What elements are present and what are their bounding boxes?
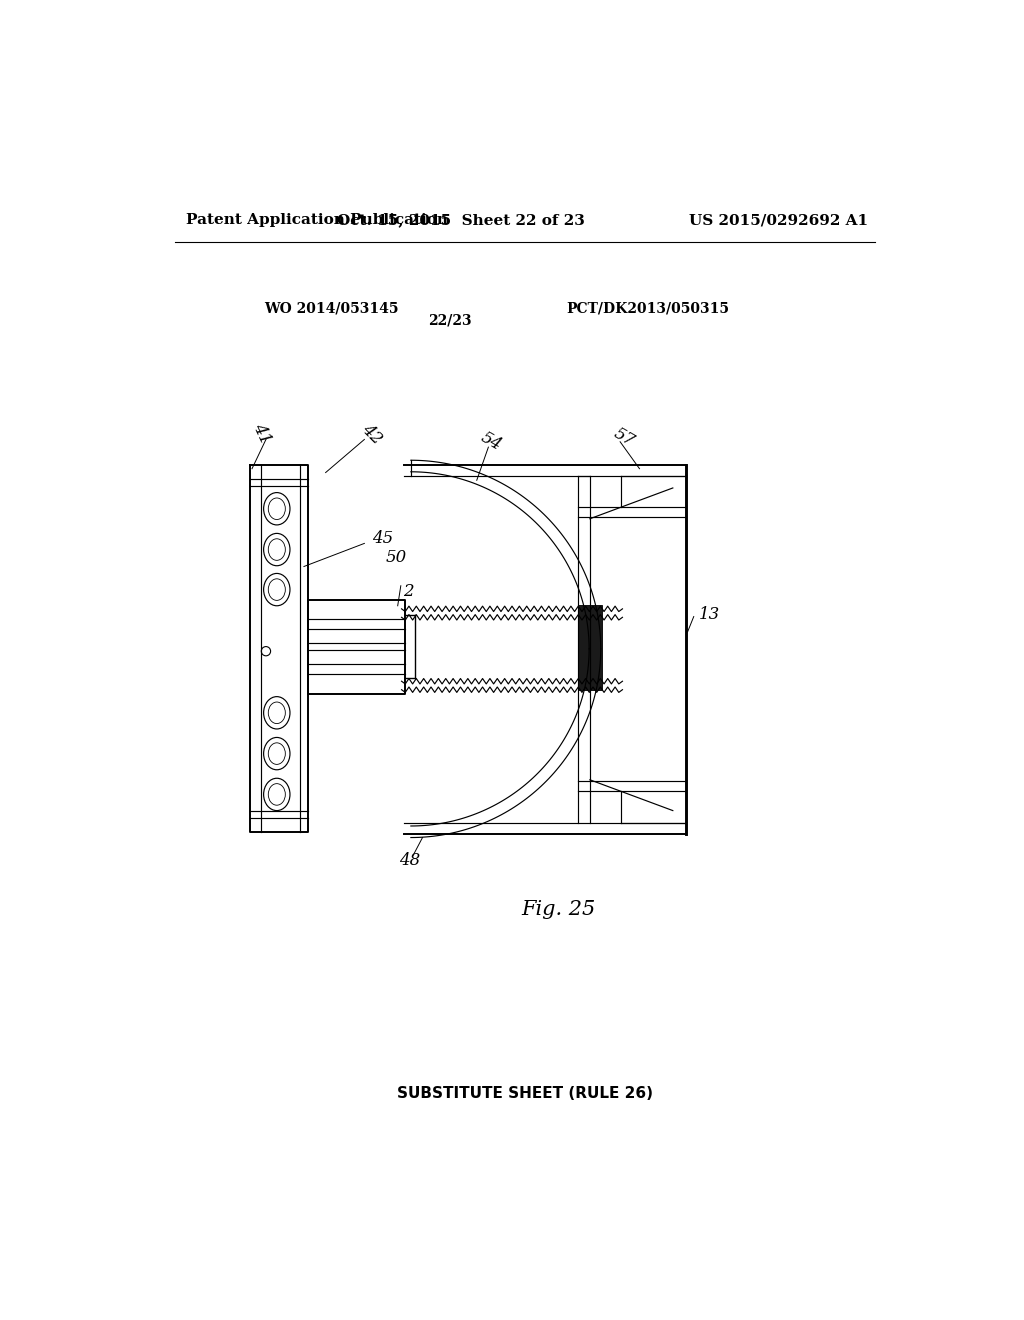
Text: 22/23: 22/23 (428, 313, 471, 327)
Text: WO 2014/053145: WO 2014/053145 (263, 301, 398, 315)
Text: 50: 50 (385, 549, 407, 566)
Bar (578, 605, 601, 689)
Text: SUBSTITUTE SHEET (RULE 26): SUBSTITUTE SHEET (RULE 26) (396, 1086, 653, 1101)
Text: 45: 45 (372, 531, 393, 548)
Text: 54: 54 (477, 429, 504, 454)
Text: 42: 42 (358, 421, 386, 447)
Text: 57: 57 (610, 425, 638, 450)
Text: 13: 13 (698, 606, 720, 623)
Text: 48: 48 (398, 853, 420, 869)
Text: 41: 41 (249, 421, 273, 447)
Text: Oct. 15, 2015  Sheet 22 of 23: Oct. 15, 2015 Sheet 22 of 23 (337, 213, 585, 227)
Text: PCT/DK2013/050315: PCT/DK2013/050315 (566, 301, 729, 315)
Text: Fig. 25: Fig. 25 (521, 900, 595, 919)
Text: US 2015/0292692 A1: US 2015/0292692 A1 (689, 213, 868, 227)
Text: 2: 2 (403, 583, 414, 601)
Text: Patent Application Publication: Patent Application Publication (186, 213, 449, 227)
